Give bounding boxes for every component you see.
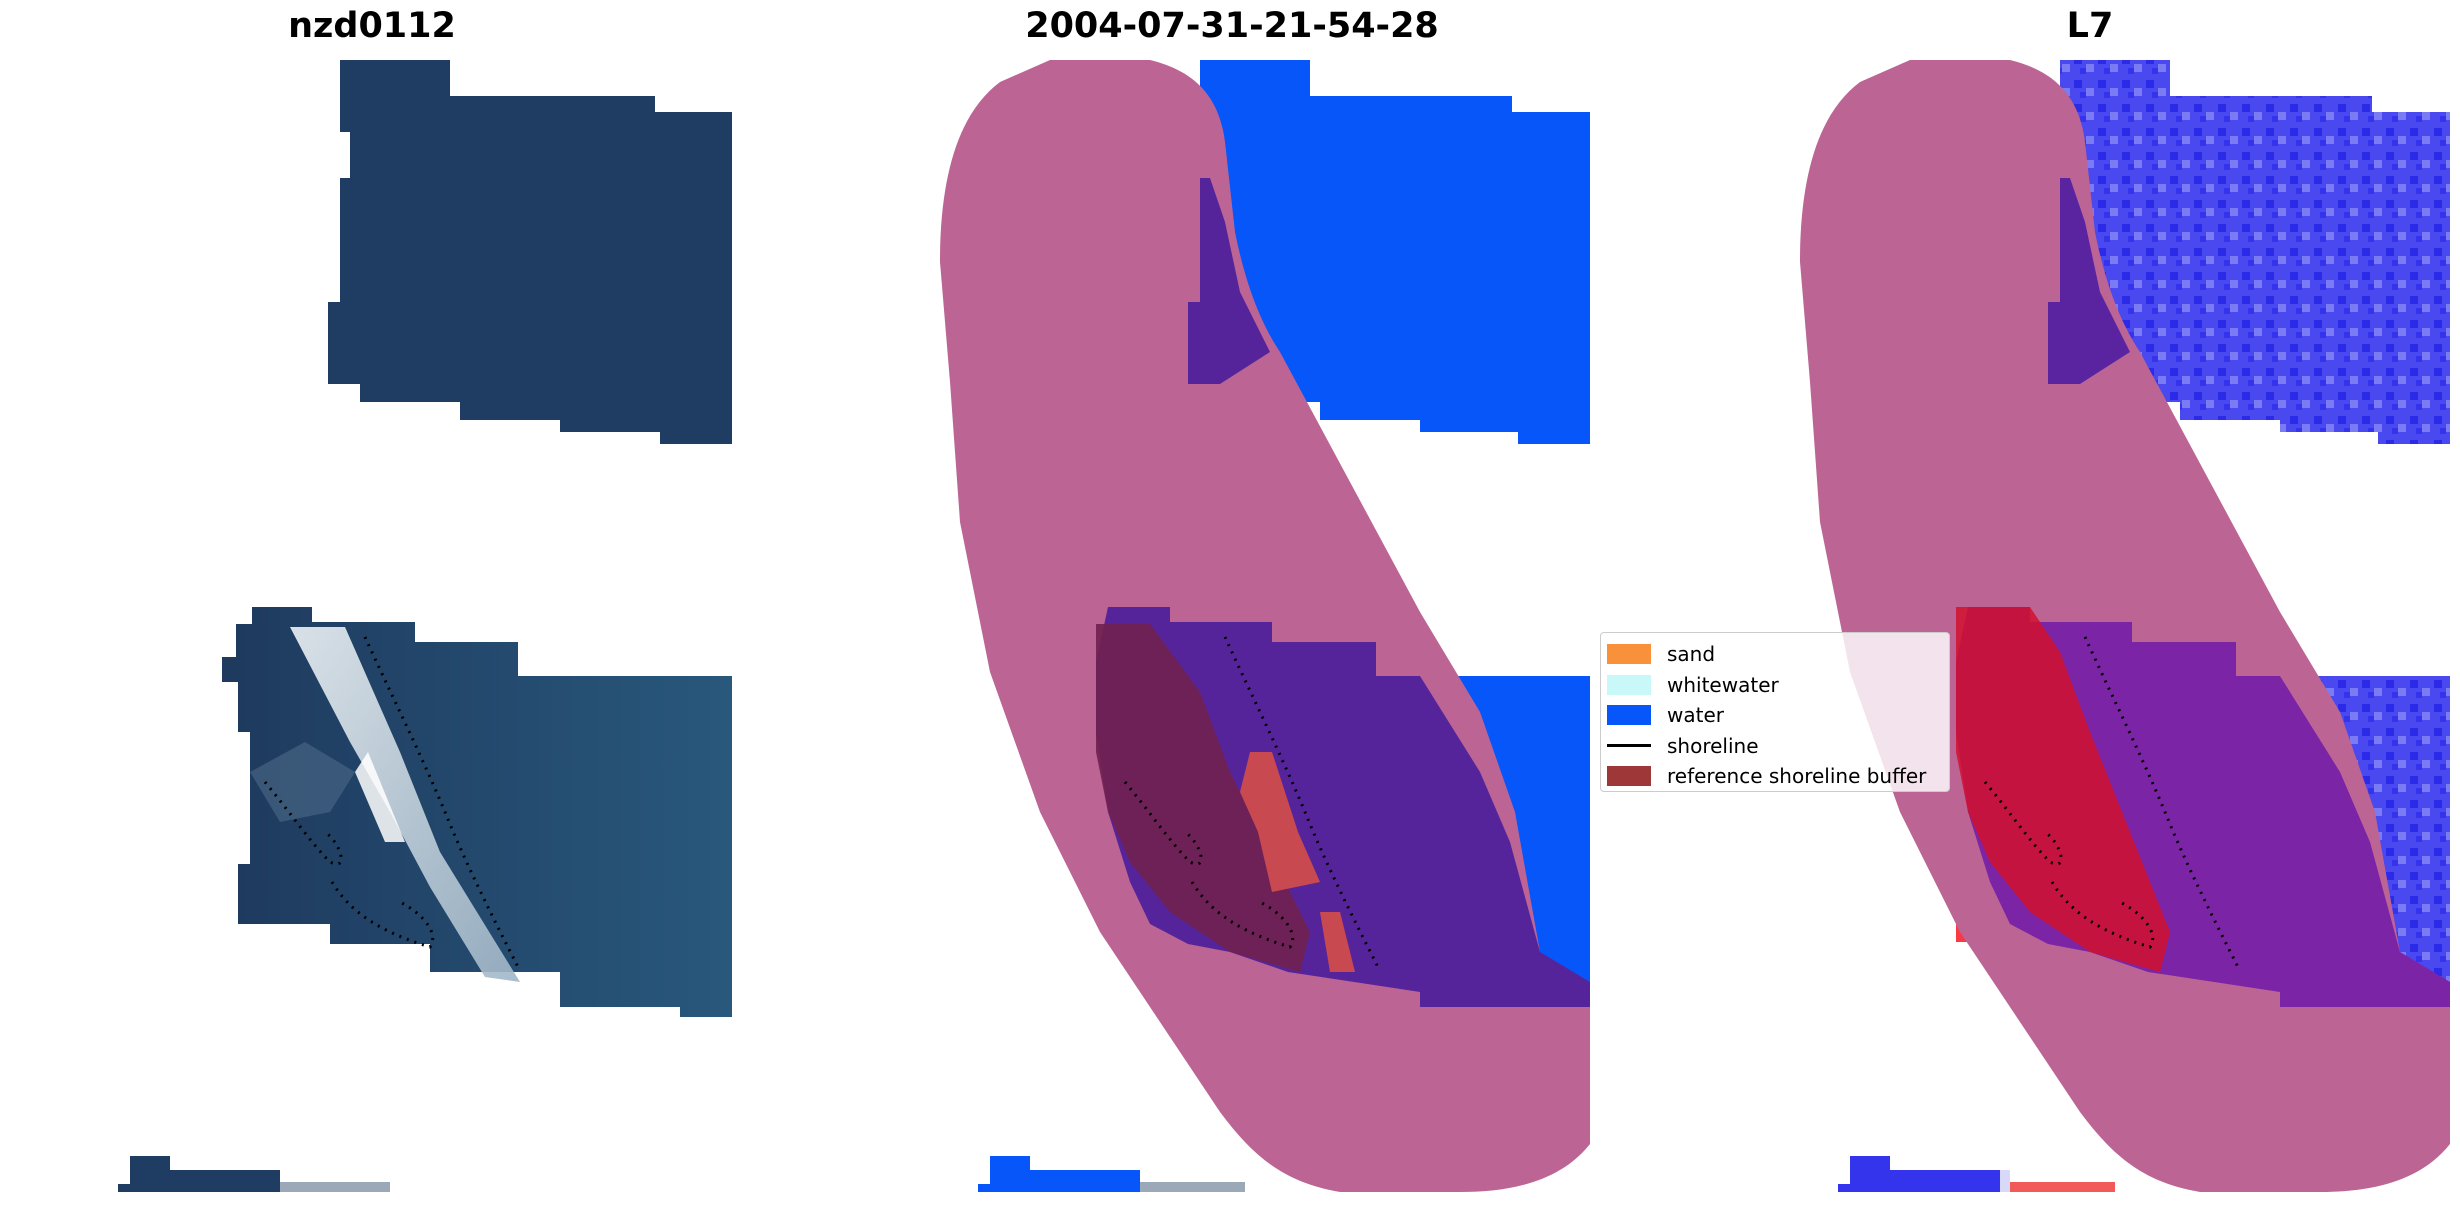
l7-red-region — [1956, 607, 2170, 972]
l7-top-block — [2048, 60, 2450, 444]
classification-panel — [940, 60, 1590, 1192]
legend-label: sand — [1667, 642, 1716, 667]
panel-title-image: nzd0112 — [288, 6, 456, 46]
legend-label: whitewater — [1667, 672, 1779, 697]
image-bottom-strip — [118, 1156, 280, 1192]
surf-band — [290, 627, 520, 982]
l7-bottom-strip — [1838, 1156, 2000, 1192]
legend-swatch-sand — [1607, 644, 1651, 665]
legend-swatch-reference-buffer — [1607, 766, 1651, 787]
legend-item-reference-buffer: reference shoreline buffer — [1607, 761, 1943, 792]
legend-label: reference shoreline buffer — [1667, 764, 1927, 789]
dark-overlap — [1096, 624, 1310, 972]
sensor-probability-panel — [1800, 60, 2450, 1192]
panel-title-classification: 2004-07-31-21-54-28 — [1025, 6, 1439, 46]
panel-title-sensor: L7 — [2066, 6, 2114, 46]
shoreline-dotted — [363, 636, 520, 968]
legend-item-shoreline: shoreline — [1607, 731, 1943, 762]
legend-label: shoreline — [1667, 733, 1759, 758]
legend-item-whitewater: whitewater — [1607, 670, 1943, 701]
water-bottom-strip — [978, 1156, 1140, 1192]
legend-swatch-whitewater — [1607, 674, 1651, 695]
legend-item-sand: sand — [1607, 639, 1943, 670]
legend-item-water: water — [1607, 700, 1943, 731]
water-top-block — [1188, 60, 1590, 444]
legend-line-shoreline — [1607, 744, 1651, 748]
legend-label: water — [1667, 703, 1724, 728]
sand-overlap — [1240, 752, 1320, 892]
classification-shoreline — [1223, 636, 1380, 968]
overlap-upper — [1188, 178, 1270, 384]
legend-swatch-water — [1607, 705, 1651, 726]
image-top-block — [328, 60, 732, 444]
l7-shoreline — [2083, 636, 2240, 968]
legend: sand whitewater water shoreline referenc… — [1600, 632, 1950, 792]
rgb-image-panel — [118, 60, 732, 1192]
